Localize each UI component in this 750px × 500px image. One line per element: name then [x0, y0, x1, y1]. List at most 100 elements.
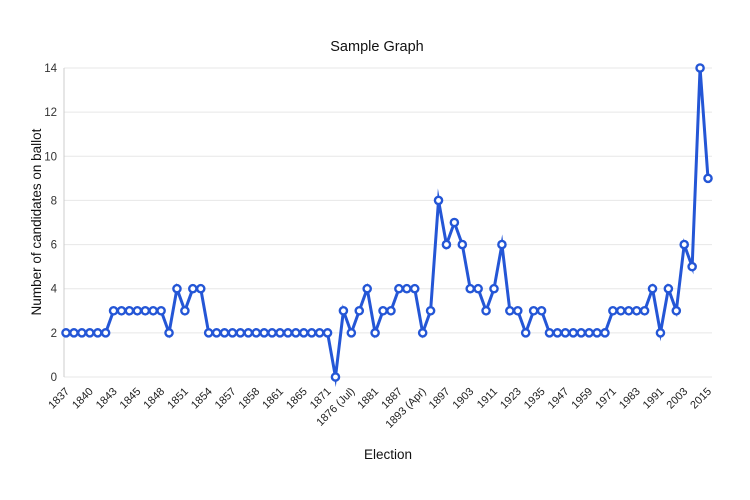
data-point[interactable] [251, 328, 262, 338]
data-point[interactable] [608, 305, 618, 316]
data-point[interactable] [156, 305, 166, 316]
x-tick-label: 1947 [546, 386, 572, 412]
data-point[interactable] [481, 305, 491, 316]
x-tick-label: 2003 [665, 386, 691, 412]
data-point[interactable] [497, 239, 507, 250]
data-point[interactable] [695, 63, 705, 73]
data-point[interactable] [631, 305, 642, 316]
data-point[interactable] [600, 328, 610, 338]
x-tick-label: 1881 [355, 386, 381, 412]
data-point[interactable] [457, 239, 468, 250]
data-point[interactable] [291, 328, 301, 338]
data-point[interactable] [338, 305, 349, 316]
data-point[interactable] [441, 239, 452, 250]
data-point[interactable] [211, 328, 222, 338]
data-point[interactable] [84, 328, 95, 338]
data-point[interactable] [402, 283, 412, 294]
data-point[interactable] [243, 328, 254, 338]
data-point[interactable] [663, 283, 674, 294]
data-point[interactable] [306, 328, 317, 338]
data-point[interactable] [108, 305, 119, 316]
y-tick-label: 12 [44, 107, 57, 119]
data-point[interactable] [703, 173, 713, 184]
data-point[interactable] [219, 328, 230, 338]
data-point[interactable] [639, 305, 650, 316]
series [61, 63, 713, 388]
data-point[interactable] [140, 305, 151, 316]
data-point[interactable] [616, 305, 626, 316]
y-tick-label: 2 [51, 328, 57, 340]
data-point[interactable] [275, 328, 285, 338]
data-point[interactable] [314, 328, 325, 338]
x-tick-label: 1959 [569, 386, 595, 412]
data-point[interactable] [330, 372, 341, 382]
data-point[interactable] [386, 305, 396, 316]
data-point[interactable] [354, 305, 365, 316]
data-point[interactable] [647, 283, 658, 294]
data-point[interactable] [203, 328, 214, 338]
data-point[interactable] [473, 283, 483, 294]
data-point[interactable] [552, 328, 563, 338]
data-point[interactable] [164, 328, 174, 338]
data-point[interactable] [489, 283, 499, 294]
data-point[interactable] [132, 305, 143, 316]
data-point[interactable] [433, 195, 444, 206]
data-point[interactable] [592, 328, 602, 338]
data-point[interactable] [449, 217, 460, 228]
data-point[interactable] [528, 305, 539, 316]
data-point[interactable] [505, 305, 515, 316]
data-point[interactable] [679, 239, 690, 250]
data-point[interactable] [283, 328, 293, 338]
data-point[interactable] [623, 305, 634, 316]
data-point[interactable] [346, 328, 357, 338]
data-point[interactable] [370, 328, 380, 338]
data-point[interactable] [227, 328, 238, 338]
x-tick-label: 1858 [237, 386, 263, 412]
x-tick-label: 1837 [46, 386, 72, 412]
data-point[interactable] [655, 328, 666, 338]
data-point[interactable] [362, 283, 372, 294]
x-tick-label: 1854 [189, 386, 215, 412]
data-point[interactable] [378, 305, 388, 316]
x-tick-label: 2015 [688, 386, 714, 412]
data-point[interactable] [188, 283, 198, 294]
data-point[interactable] [425, 305, 436, 316]
data-point[interactable] [417, 328, 428, 338]
data-point[interactable] [520, 328, 531, 338]
data-point[interactable] [116, 305, 127, 316]
data-point[interactable] [92, 328, 103, 338]
data-point[interactable] [259, 328, 269, 338]
data-point[interactable] [322, 328, 333, 338]
data-point[interactable] [195, 283, 206, 294]
data-point[interactable] [576, 328, 586, 338]
data-point[interactable] [512, 305, 523, 316]
data-point[interactable] [267, 328, 277, 338]
data-point[interactable] [298, 328, 309, 338]
data-point[interactable] [124, 305, 135, 316]
data-point[interactable] [61, 328, 71, 338]
y-tick-label: 4 [51, 284, 58, 296]
data-point[interactable] [536, 305, 547, 316]
data-point[interactable] [409, 283, 420, 294]
data-point[interactable] [100, 328, 111, 338]
data-point[interactable] [235, 328, 246, 338]
data-point[interactable] [465, 283, 476, 294]
data-point[interactable] [544, 328, 555, 338]
x-tick-label: 1865 [284, 386, 310, 412]
data-point[interactable] [69, 328, 79, 338]
data-point[interactable] [394, 283, 404, 294]
data-point[interactable] [687, 261, 697, 272]
data-point[interactable] [172, 283, 182, 294]
data-point[interactable] [568, 328, 579, 338]
data-point[interactable] [584, 328, 594, 338]
data-point[interactable] [77, 328, 87, 338]
x-tick-label: 1935 [522, 386, 548, 412]
data-point[interactable] [671, 305, 682, 316]
data-point[interactable] [180, 305, 190, 316]
y-tick-label: 8 [51, 195, 57, 207]
data-point[interactable] [560, 328, 571, 338]
x-tick-label: 1897 [427, 386, 453, 412]
data-point[interactable] [148, 305, 158, 316]
chart-title: Sample Graph [330, 39, 424, 55]
